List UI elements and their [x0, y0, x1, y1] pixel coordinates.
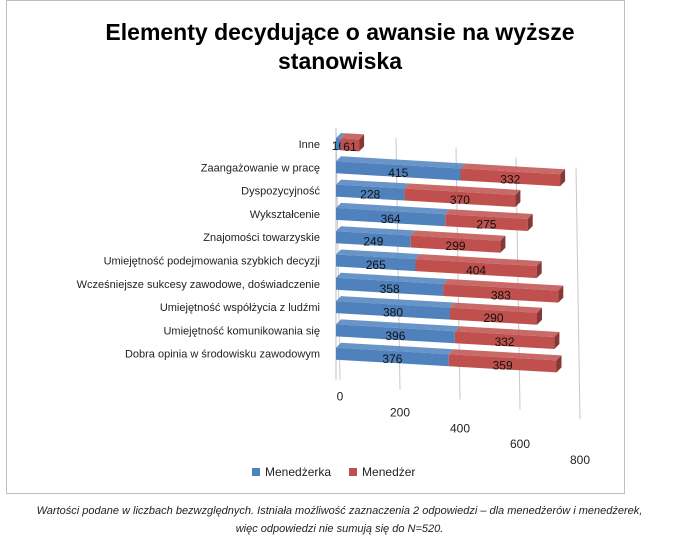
- bar-menedzer: [443, 284, 559, 303]
- caption-line-1: Wartości podane w liczbach bezwzględnych…: [36, 505, 643, 517]
- caption-line-2: więc odpowiedzi nie sumują się do N=520.: [235, 523, 444, 535]
- legend-label-menedzer: Menedżer: [362, 465, 416, 479]
- bar-top: [445, 209, 533, 219]
- chart-title: Elementy decydujące o awansie na wyższe …: [105, 19, 575, 74]
- legend: Menedżerka Menedżer: [252, 465, 415, 479]
- bar-top: [450, 302, 542, 313]
- category-label: Umiejętność podejmowania szybkich decyzj…: [104, 256, 320, 268]
- bar-top: [336, 249, 421, 260]
- bar-menedzerka: [336, 347, 449, 367]
- bar-menedzer: [448, 354, 557, 373]
- bar-menedzerka: [336, 207, 446, 227]
- bar-menedzer: [404, 188, 516, 207]
- data-label: 265: [366, 258, 386, 272]
- category-label: Dobra opinia w środowisku zawodowym: [125, 349, 320, 361]
- bar-side: [560, 169, 566, 187]
- bar-menedzerka: [336, 161, 461, 181]
- bar-top: [336, 202, 451, 215]
- x-tick-label: 200: [390, 406, 410, 420]
- bar-top: [336, 319, 460, 332]
- legend-item-menedzer: Menedżer: [349, 465, 415, 479]
- bar-top: [460, 163, 566, 175]
- bar-side: [558, 285, 564, 303]
- bar-menedzerka: [336, 324, 455, 344]
- chart-frame: [6, 0, 625, 494]
- data-label: 358: [380, 282, 400, 296]
- category-label: Wcześniejsze sukcesy zawodowe, doświadcz…: [77, 279, 320, 291]
- category-label: Inne: [299, 139, 320, 151]
- bar-menedzer: [415, 259, 537, 279]
- data-label: 364: [381, 212, 401, 226]
- bar-side: [556, 355, 562, 373]
- x-tick-label: 0: [337, 390, 344, 404]
- data-label: 228: [360, 188, 380, 202]
- bar-top: [340, 133, 365, 140]
- data-label: 396: [385, 329, 405, 343]
- data-label: 290: [483, 311, 503, 325]
- bar-top: [336, 342, 454, 355]
- bar-menedzerka: [336, 301, 450, 320]
- category-label: Dyspozycyjność: [241, 186, 320, 198]
- data-label: 249: [363, 234, 383, 248]
- bar-menedzerka: [336, 184, 405, 201]
- bar-top: [336, 156, 466, 169]
- bar-top: [454, 326, 560, 338]
- data-label: 359: [493, 358, 513, 372]
- bar-menedzer: [340, 138, 360, 152]
- data-label: 332: [495, 335, 515, 349]
- bar-top: [336, 226, 416, 236]
- bar-menedzerka: [336, 138, 341, 151]
- bar-top: [410, 230, 506, 241]
- category-label: Wykształcenie: [250, 209, 320, 221]
- legend-item-menedzerka: Menedżerka: [252, 465, 331, 479]
- category-label: Zaangażowanie w pracę: [201, 162, 320, 174]
- legend-swatch-menedzer: [349, 468, 358, 476]
- legend-label-menedzerka: Menedżerka: [265, 465, 332, 479]
- bar-menedzer: [450, 307, 537, 325]
- bar-menedzerka: [336, 277, 444, 297]
- category-label: Znajomości towarzyskie: [203, 232, 320, 244]
- caption: Wartości podane w liczbach bezwzględnych…: [0, 502, 679, 538]
- data-label: 404: [466, 264, 486, 278]
- bar-top: [336, 272, 449, 285]
- x-tick-label: 600: [510, 437, 530, 451]
- bar-top: [448, 349, 562, 361]
- x-tick-label: 800: [570, 453, 590, 467]
- bar-side: [515, 189, 521, 207]
- bar-side: [527, 213, 533, 231]
- data-label: 380: [383, 305, 403, 319]
- bar-menedzer: [454, 331, 555, 350]
- data-label: 376: [382, 352, 402, 366]
- bar-side: [500, 235, 506, 253]
- data-label: 332: [500, 172, 520, 186]
- bar-side: [554, 332, 560, 350]
- bar-top: [336, 296, 455, 308]
- bar-menedzer: [445, 214, 528, 231]
- bar-menedzerka: [336, 231, 411, 248]
- data-label: 61: [343, 140, 357, 154]
- gridline: [575, 167, 581, 420]
- bar-top: [415, 254, 542, 267]
- bar-menedzer: [460, 168, 561, 187]
- bar-menedzer: [410, 235, 501, 253]
- data-label: 415: [388, 166, 408, 180]
- bar-side: [537, 307, 542, 325]
- legend-swatch-menedzerka: [252, 468, 260, 476]
- bar-top: [336, 133, 346, 139]
- category-label: Umiejętność współżycia z ludźmi: [160, 302, 320, 314]
- x-tick-label: 400: [450, 421, 470, 435]
- bar-top: [443, 279, 564, 291]
- bar-top: [404, 183, 521, 195]
- category-label: Umiejętność komunikowania się: [163, 325, 320, 337]
- bar-side: [359, 134, 365, 152]
- data-label: 370: [450, 193, 470, 207]
- bar-side: [536, 261, 542, 279]
- data-label: 299: [446, 239, 466, 253]
- bar-top: [336, 179, 410, 189]
- data-label: 383: [491, 288, 511, 302]
- data-label: 275: [476, 218, 496, 232]
- bar-menedzerka: [336, 254, 416, 272]
